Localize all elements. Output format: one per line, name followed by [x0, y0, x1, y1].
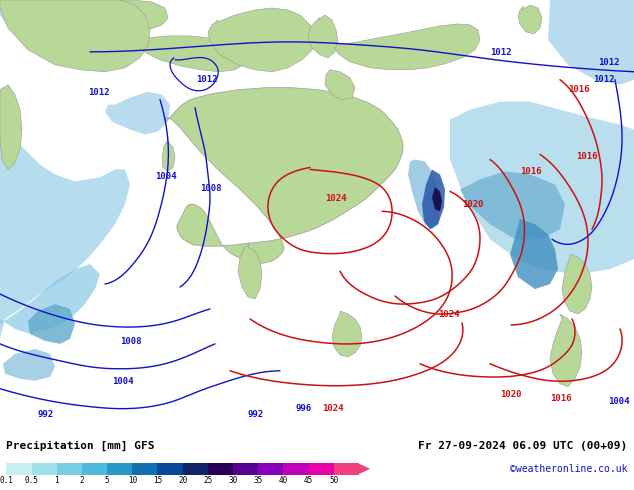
Bar [133, 463, 157, 475]
Polygon shape [238, 243, 262, 299]
Text: 1012: 1012 [490, 48, 512, 57]
Bar [107, 463, 133, 475]
Polygon shape [432, 187, 442, 211]
Bar [258, 463, 283, 475]
Text: 1008: 1008 [120, 337, 141, 346]
Text: 1: 1 [55, 476, 59, 485]
Bar [56, 463, 82, 475]
Polygon shape [548, 0, 634, 85]
Polygon shape [460, 172, 565, 239]
Text: 996: 996 [295, 404, 311, 413]
Polygon shape [0, 0, 85, 40]
Polygon shape [518, 5, 542, 34]
Polygon shape [18, 0, 168, 32]
Text: ©weatheronline.co.uk: ©weatheronline.co.uk [510, 465, 628, 474]
Bar [32, 463, 56, 475]
Bar [233, 463, 258, 475]
Text: 25: 25 [204, 476, 212, 485]
Text: 15: 15 [153, 476, 162, 485]
Polygon shape [308, 15, 338, 58]
Text: 1004: 1004 [112, 377, 134, 386]
Polygon shape [422, 170, 445, 229]
Text: 992: 992 [248, 410, 264, 418]
Polygon shape [165, 88, 403, 263]
Text: 1024: 1024 [322, 404, 344, 413]
Text: 1016: 1016 [568, 85, 590, 94]
Text: 1024: 1024 [438, 310, 460, 319]
Text: 30: 30 [228, 476, 238, 485]
Bar [157, 463, 183, 475]
FancyArrow shape [359, 464, 370, 474]
Text: 1020: 1020 [462, 200, 484, 209]
Text: 45: 45 [304, 476, 313, 485]
Text: 1012: 1012 [88, 88, 110, 97]
Text: 1004: 1004 [155, 172, 176, 181]
Text: 2: 2 [80, 476, 84, 485]
Text: 35: 35 [254, 476, 263, 485]
Polygon shape [0, 0, 150, 72]
Text: 50: 50 [329, 476, 339, 485]
Text: 992: 992 [38, 410, 54, 418]
Text: 5: 5 [105, 476, 110, 485]
Polygon shape [450, 101, 634, 274]
Bar [183, 463, 208, 475]
Polygon shape [162, 140, 175, 171]
Polygon shape [0, 85, 22, 170]
Text: 40: 40 [279, 476, 288, 485]
Text: Fr 27-09-2024 06.09 UTC (00+09): Fr 27-09-2024 06.09 UTC (00+09) [418, 441, 628, 451]
Text: 1020: 1020 [500, 390, 522, 399]
Text: 1012: 1012 [593, 75, 615, 84]
Text: 1016: 1016 [576, 152, 597, 162]
Text: 1016: 1016 [520, 168, 541, 176]
Polygon shape [28, 304, 75, 344]
Polygon shape [0, 220, 100, 334]
Bar [333, 463, 359, 475]
Polygon shape [105, 92, 170, 135]
Text: 1012: 1012 [598, 58, 619, 67]
Text: 0.1: 0.1 [0, 476, 13, 485]
Bar [283, 463, 309, 475]
Polygon shape [325, 70, 355, 99]
Polygon shape [125, 36, 245, 72]
Polygon shape [208, 8, 315, 72]
Text: 1012: 1012 [196, 75, 217, 84]
Polygon shape [335, 24, 480, 70]
Polygon shape [562, 254, 592, 314]
Bar [208, 463, 233, 475]
Text: 1024: 1024 [325, 195, 347, 203]
Polygon shape [3, 349, 55, 381]
Text: 10: 10 [127, 476, 137, 485]
Text: Precipitation [mm] GFS: Precipitation [mm] GFS [6, 441, 155, 451]
Bar [309, 463, 333, 475]
Text: 1008: 1008 [200, 184, 221, 194]
Bar [82, 463, 107, 475]
Text: 20: 20 [178, 476, 187, 485]
Polygon shape [408, 159, 440, 229]
Polygon shape [332, 311, 362, 357]
Text: 0.5: 0.5 [25, 476, 39, 485]
Polygon shape [510, 220, 558, 289]
Text: 1016: 1016 [550, 393, 571, 403]
Polygon shape [550, 314, 582, 387]
Polygon shape [0, 0, 130, 339]
Bar [6, 463, 32, 475]
Text: 1004: 1004 [609, 397, 630, 406]
